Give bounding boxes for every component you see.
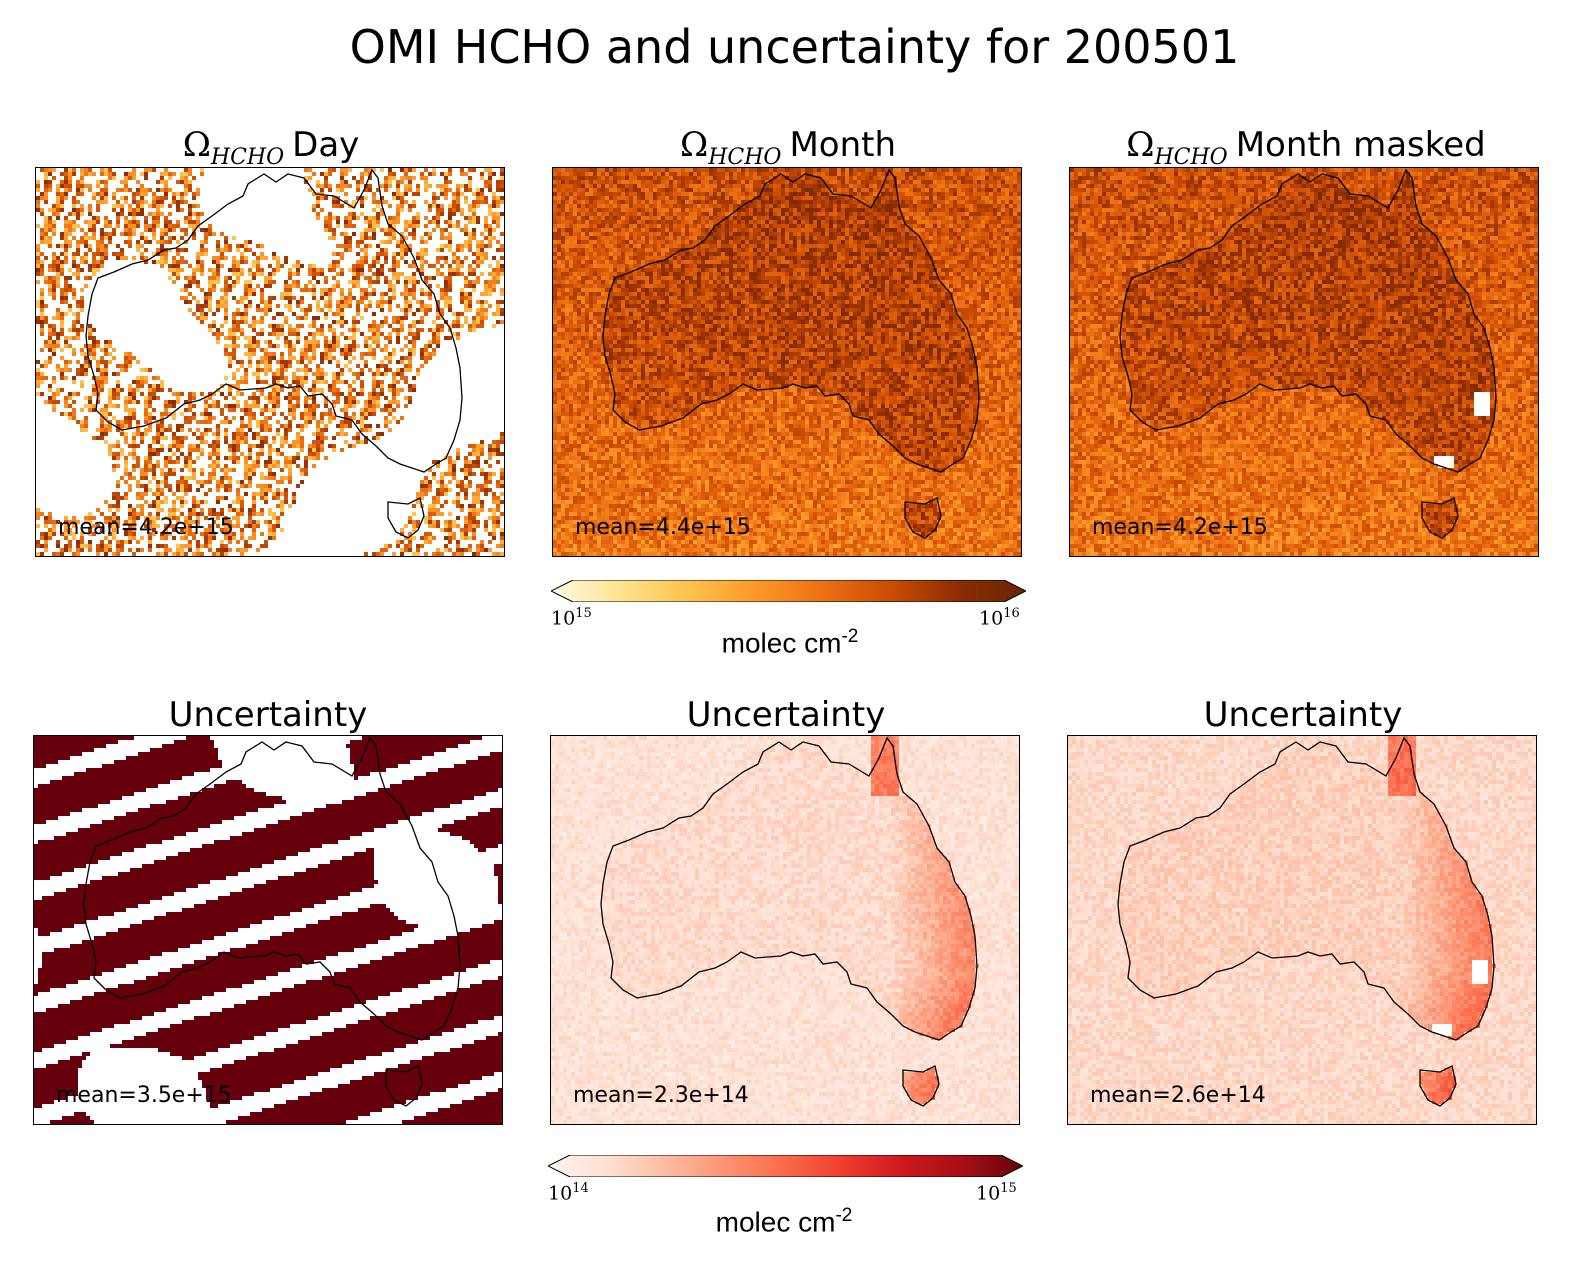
map-uncert-day: mean=3.5e+15 [33,735,503,1125]
colorbar-uncertainty-min: 1014 [548,1181,589,1205]
colorbar-uncertainty-label: molec cm-2 [715,1205,853,1238]
coastline-mainland [602,168,980,473]
map-uncert-month-masked: mean=2.6e+14 [1067,735,1537,1125]
coastline-tasmania [385,1065,423,1107]
panel-title-uncert-day: Uncertainty [168,695,368,735]
mean-annotation: mean=4.4e+15 [575,515,751,540]
panel-title-month: ΩHCHO Month [679,125,897,170]
heatmap-grid [34,736,502,1124]
panel-title-uncert-month: Uncertainty [686,695,886,735]
heatmap-grid [1070,168,1538,556]
coastline [600,736,978,1107]
coastline-tasmania [387,497,425,539]
heatmap-grid [1068,736,1536,1124]
heatmap-grid [553,168,1021,556]
map-uncert-month: mean=2.3e+14 [550,735,1020,1125]
coastline-mainland [83,736,461,1041]
colorbar-hcho [551,580,1026,602]
coastline [83,736,461,1107]
coastline-tasmania [904,497,942,539]
coastline-mainland [1119,168,1497,473]
colorbar-hcho-label: molec cm-2 [721,626,859,659]
mean-annotation: mean=2.3e+14 [573,1083,749,1108]
panel-title-uncert-month-masked: Uncertainty [1203,695,1403,735]
colorbar-uncertainty [548,1155,1023,1177]
colorbar-hcho-min: 1015 [551,606,592,630]
mean-annotation: mean=3.5e+15 [56,1083,232,1108]
mean-annotation: mean=4.2e+15 [58,515,234,540]
mean-annotation: mean=2.6e+14 [1090,1083,1266,1108]
map-hcho-month: mean=4.4e+15 [552,167,1022,557]
heatmap-grid [36,168,504,556]
coastline-mainland [85,168,463,473]
colorbar-hcho-max: 1016 [979,606,1020,630]
coastline-tasmania [1421,497,1459,539]
coastline [1117,736,1495,1107]
coastline [85,168,463,539]
panel-title-day: ΩHCHO Day [182,125,360,170]
heatmap-grid [551,736,1019,1124]
panel-title-month-masked: ΩHCHO Month masked [1126,125,1486,170]
map-hcho-month-masked: mean=4.2e+15 [1069,167,1539,557]
coastline-mainland [1117,736,1495,1041]
coastline [602,168,980,539]
coastline-tasmania [1419,1065,1457,1107]
coastline-tasmania [902,1065,940,1107]
coastline [1119,168,1497,539]
coastline-mainland [600,736,978,1041]
colorbar-uncertainty-max: 1015 [976,1181,1017,1205]
figure-title: OMI HCHO and uncertainty for 200501 [349,20,1240,74]
mean-annotation: mean=4.2e+15 [1092,515,1268,540]
map-hcho-day: mean=4.2e+15 [35,167,505,557]
